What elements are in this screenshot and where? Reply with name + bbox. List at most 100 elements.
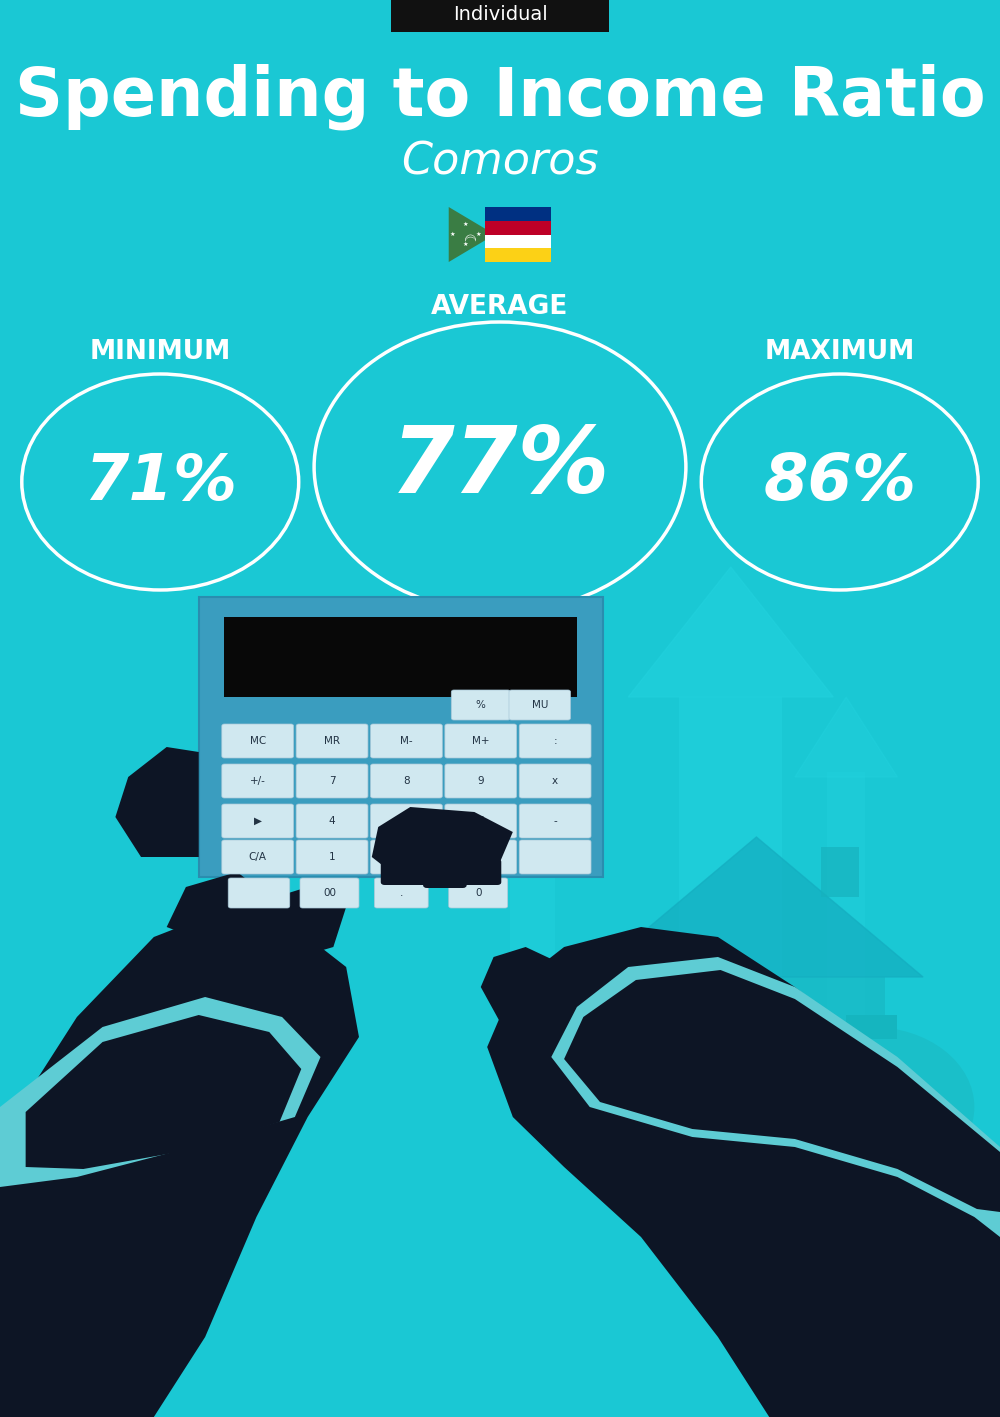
FancyBboxPatch shape bbox=[423, 860, 467, 888]
Text: MAXIMUM: MAXIMUM bbox=[765, 339, 915, 366]
FancyBboxPatch shape bbox=[519, 840, 591, 874]
Text: M-: M- bbox=[400, 735, 413, 745]
Polygon shape bbox=[0, 998, 321, 1187]
Bar bbox=[763, 1077, 795, 1158]
Polygon shape bbox=[551, 956, 1000, 1237]
Text: AVERAGE: AVERAGE bbox=[431, 293, 569, 320]
Polygon shape bbox=[590, 837, 923, 976]
FancyBboxPatch shape bbox=[222, 840, 294, 874]
Text: ★: ★ bbox=[449, 232, 455, 237]
Text: MC: MC bbox=[250, 735, 266, 745]
Bar bbox=[718, 1077, 750, 1158]
Circle shape bbox=[708, 1084, 856, 1200]
Text: %: % bbox=[476, 700, 486, 710]
Polygon shape bbox=[224, 616, 577, 697]
FancyBboxPatch shape bbox=[296, 803, 368, 837]
FancyBboxPatch shape bbox=[445, 840, 517, 874]
Text: 9: 9 bbox=[477, 777, 484, 786]
FancyBboxPatch shape bbox=[228, 879, 290, 908]
Text: ▶: ▶ bbox=[254, 816, 262, 826]
FancyBboxPatch shape bbox=[371, 803, 442, 837]
Polygon shape bbox=[487, 927, 1000, 1417]
Text: 7: 7 bbox=[329, 777, 335, 786]
Text: 77%: 77% bbox=[390, 422, 610, 512]
FancyBboxPatch shape bbox=[371, 724, 442, 758]
Bar bbox=[485, 234, 551, 248]
Bar bbox=[628, 976, 885, 1158]
Bar bbox=[846, 1015, 897, 1039]
Polygon shape bbox=[795, 697, 897, 777]
FancyBboxPatch shape bbox=[222, 764, 294, 798]
FancyBboxPatch shape bbox=[296, 764, 368, 798]
Text: 8: 8 bbox=[403, 777, 410, 786]
Text: 00: 00 bbox=[323, 888, 336, 898]
Text: ☽: ☽ bbox=[460, 228, 475, 241]
Text: 71%: 71% bbox=[84, 451, 237, 513]
FancyBboxPatch shape bbox=[519, 803, 591, 837]
FancyBboxPatch shape bbox=[391, 0, 609, 33]
FancyBboxPatch shape bbox=[296, 724, 368, 758]
Polygon shape bbox=[449, 207, 495, 262]
Bar bbox=[756, 1158, 936, 1169]
FancyBboxPatch shape bbox=[300, 879, 359, 908]
FancyBboxPatch shape bbox=[371, 764, 442, 798]
Polygon shape bbox=[481, 947, 564, 1022]
FancyBboxPatch shape bbox=[449, 879, 508, 908]
Text: Comoros: Comoros bbox=[401, 140, 599, 183]
FancyBboxPatch shape bbox=[462, 859, 501, 886]
Text: ★: ★ bbox=[475, 232, 481, 237]
Bar bbox=[510, 711, 555, 976]
Bar bbox=[756, 1144, 936, 1155]
Bar bbox=[821, 847, 859, 897]
Bar bbox=[679, 697, 782, 1037]
FancyBboxPatch shape bbox=[374, 879, 428, 908]
FancyBboxPatch shape bbox=[519, 764, 591, 798]
Polygon shape bbox=[167, 871, 263, 942]
Bar bbox=[485, 207, 551, 221]
Text: $: $ bbox=[760, 1111, 804, 1173]
FancyBboxPatch shape bbox=[445, 803, 517, 837]
Bar bbox=[763, 1076, 801, 1093]
Text: C/A: C/A bbox=[249, 852, 267, 862]
Polygon shape bbox=[0, 907, 359, 1417]
Polygon shape bbox=[115, 747, 199, 857]
Text: 0: 0 bbox=[475, 888, 481, 898]
Text: 3: 3 bbox=[477, 852, 484, 862]
Text: Individual: Individual bbox=[453, 6, 547, 24]
Text: 1: 1 bbox=[329, 852, 335, 862]
Text: 86%: 86% bbox=[763, 451, 916, 513]
Polygon shape bbox=[474, 626, 590, 717]
Text: MU: MU bbox=[532, 700, 548, 710]
Text: .: . bbox=[400, 888, 403, 898]
Text: MINIMUM: MINIMUM bbox=[90, 339, 231, 366]
Text: -: - bbox=[553, 816, 557, 826]
FancyBboxPatch shape bbox=[296, 840, 368, 874]
Text: $: $ bbox=[841, 1064, 903, 1151]
Text: MR: MR bbox=[324, 735, 340, 745]
Text: Spending to Income Ratio: Spending to Income Ratio bbox=[15, 64, 985, 130]
Bar bbox=[756, 1185, 936, 1197]
Text: :: : bbox=[553, 735, 557, 745]
Polygon shape bbox=[199, 597, 603, 877]
Text: 2: 2 bbox=[403, 852, 410, 862]
FancyBboxPatch shape bbox=[222, 803, 294, 837]
Polygon shape bbox=[372, 808, 513, 881]
Bar bbox=[485, 221, 551, 234]
Text: M+: M+ bbox=[472, 735, 490, 745]
Polygon shape bbox=[564, 971, 1000, 1212]
FancyBboxPatch shape bbox=[222, 724, 294, 758]
Text: 6: 6 bbox=[477, 816, 484, 826]
FancyBboxPatch shape bbox=[451, 690, 510, 720]
Text: ★: ★ bbox=[462, 242, 468, 247]
Text: 5: 5 bbox=[403, 816, 410, 826]
FancyBboxPatch shape bbox=[509, 690, 571, 720]
FancyBboxPatch shape bbox=[371, 840, 442, 874]
FancyBboxPatch shape bbox=[445, 764, 517, 798]
Polygon shape bbox=[26, 1015, 301, 1169]
Bar bbox=[756, 1129, 936, 1141]
Bar bbox=[485, 248, 551, 262]
Text: ★: ★ bbox=[462, 222, 468, 227]
FancyBboxPatch shape bbox=[519, 724, 591, 758]
Text: x: x bbox=[552, 777, 558, 786]
Polygon shape bbox=[628, 567, 833, 697]
